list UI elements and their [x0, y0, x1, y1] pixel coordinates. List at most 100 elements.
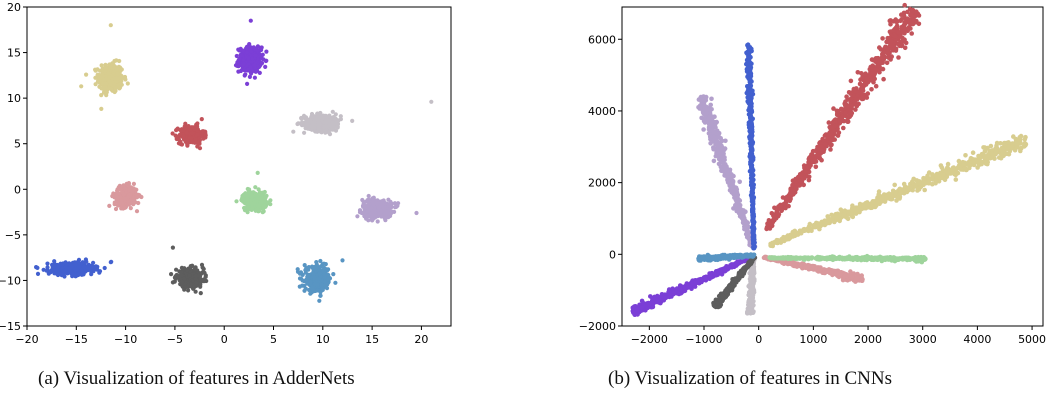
points-addernets	[34, 18, 434, 303]
point-class-0	[841, 212, 847, 217]
point-class-6	[382, 208, 387, 213]
point-class-1	[237, 48, 242, 53]
point-class-7	[52, 259, 57, 264]
point-class-0	[942, 177, 948, 183]
point-class-0	[939, 165, 945, 170]
point-class-8	[170, 280, 175, 285]
point-class-1	[244, 44, 250, 50]
point-class-8	[198, 291, 203, 296]
point-class-7	[63, 268, 68, 273]
point-class-4	[128, 185, 133, 190]
point-class-0	[898, 189, 904, 195]
point-class-2	[199, 117, 204, 122]
point-class-0	[791, 233, 796, 239]
x-tick-label: 20	[414, 333, 428, 346]
point-class-0	[1023, 142, 1029, 147]
point-class-4	[114, 193, 119, 198]
x-tick-label: 0	[221, 333, 228, 346]
point-class-6	[365, 209, 370, 214]
point-class-8	[202, 270, 207, 275]
point-class-4	[127, 201, 133, 206]
point-class-4	[121, 183, 126, 188]
point-class-5	[246, 206, 251, 211]
point-class-3	[299, 116, 304, 121]
point-class-8	[199, 262, 205, 267]
point-class-0	[111, 83, 116, 88]
point-class-1	[237, 62, 242, 68]
point-class-3	[301, 113, 307, 118]
point-class-2	[203, 133, 208, 138]
point-class-5	[263, 194, 268, 199]
point-class-0	[117, 58, 122, 64]
point-class-0	[815, 223, 821, 229]
point-class-0	[100, 81, 105, 86]
point-class-1	[246, 56, 251, 61]
point-class-3	[330, 109, 335, 114]
point-class-0	[1014, 141, 1020, 146]
series-class-2	[170, 117, 208, 151]
point-class-8	[180, 280, 185, 285]
point-class-0	[99, 106, 104, 111]
point-class-3	[312, 118, 317, 123]
point-class-2	[186, 124, 191, 129]
point-class-9	[317, 271, 322, 276]
point-class-2	[845, 119, 851, 124]
point-class-2	[869, 87, 874, 92]
series-class-5	[234, 170, 273, 215]
point-class-5	[234, 199, 239, 204]
point-class-9	[303, 268, 308, 273]
point-class-0	[807, 226, 812, 232]
point-class-0	[779, 238, 784, 243]
point-class-3	[329, 124, 334, 130]
point-class-7	[73, 267, 78, 272]
point-class-9	[305, 273, 310, 278]
series-class-4	[107, 181, 144, 214]
point-class-0	[970, 150, 976, 155]
point-class-5	[256, 187, 261, 192]
point-class-2	[178, 139, 183, 144]
point-class-0	[118, 75, 123, 80]
point-class-9	[326, 276, 331, 282]
point-class-1	[252, 75, 257, 80]
point-class-2	[813, 164, 819, 170]
point-class-6	[371, 202, 376, 207]
point-class-2	[194, 128, 199, 133]
point-class-0	[940, 172, 946, 177]
point-class-9	[295, 269, 301, 274]
point-class-2	[865, 91, 871, 96]
x-tick-label: −20	[15, 333, 38, 346]
point-class-1	[249, 68, 255, 73]
point-class-2	[889, 54, 894, 59]
point-class-7	[102, 265, 107, 271]
point-class-0	[107, 75, 112, 80]
point-class-4	[121, 192, 126, 197]
point-class-7	[81, 264, 87, 270]
x-tick-label: −10	[114, 333, 137, 346]
point-class-1	[249, 49, 254, 54]
point-class-9	[314, 260, 319, 265]
point-class-1	[263, 64, 268, 69]
point-class-2	[810, 148, 816, 154]
point-class-0	[917, 181, 922, 186]
point-class-3	[338, 114, 343, 119]
point-class-2	[189, 136, 194, 141]
point-class-0	[99, 93, 104, 98]
point-class-0	[95, 79, 100, 84]
point-class-9	[323, 273, 328, 278]
point-class-3	[313, 129, 318, 134]
point-class-2	[193, 137, 198, 142]
point-class-7	[52, 264, 57, 269]
y-tick-label: 15	[7, 47, 21, 60]
point-class-0	[822, 221, 828, 226]
point-class-8	[203, 274, 208, 279]
point-class-4	[118, 186, 123, 192]
point-class-3	[323, 130, 328, 135]
point-class-0	[115, 71, 121, 76]
y-tick-label: 20	[7, 1, 21, 14]
point-class-5	[245, 186, 250, 192]
point-class-2	[916, 21, 922, 27]
point-class-5	[240, 195, 245, 201]
point-class-4	[123, 196, 128, 201]
point-class-6	[357, 208, 363, 213]
